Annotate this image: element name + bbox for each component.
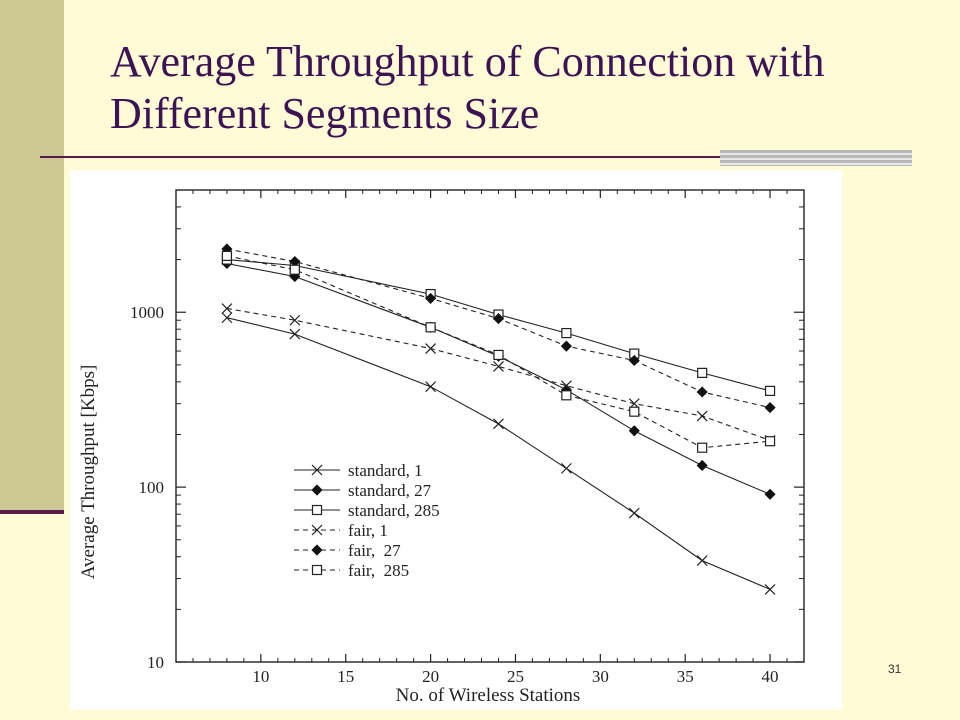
legend-label-standard-285: standard, 285 — [348, 501, 440, 520]
data-point-standard-27 — [764, 488, 776, 500]
legend-marker-standard-27 — [311, 484, 323, 496]
data-point-fair-1 — [221, 303, 233, 314]
data-point-fair-285 — [425, 322, 436, 333]
data-point-standard-285 — [764, 385, 776, 396]
y-tick-label: 1000 — [130, 303, 164, 322]
slide-title: Average Throughput of Connection with Di… — [110, 37, 825, 138]
x-tick-label: 20 — [422, 667, 439, 686]
legend-label-fair-1: fair, 1 — [348, 521, 388, 540]
data-point-standard-285 — [697, 367, 708, 378]
title-divider-accent — [720, 150, 912, 166]
slide-number: 31 — [888, 662, 902, 676]
data-point-fair-27 — [628, 354, 640, 367]
x-axis-label: No. of Wireless Stations — [396, 685, 581, 706]
legend-label-standard-27: standard, 27 — [348, 481, 432, 500]
x-tick-label: 40 — [762, 667, 779, 686]
y-tick-label: 10 — [147, 653, 164, 672]
y-tick-label: 100 — [139, 478, 165, 497]
data-point-fair-1 — [289, 314, 301, 326]
data-point-fair-285 — [289, 264, 300, 275]
legend-marker-standard-1 — [311, 464, 323, 476]
legend-marker-fair-285 — [311, 564, 323, 576]
legend-label-fair-27: fair, 27 — [348, 541, 401, 560]
data-point-standard-27 — [628, 425, 640, 437]
data-point-standard-1 — [628, 507, 640, 519]
series-line-fair-285 — [226, 255, 771, 449]
legend-marker-standard-285 — [311, 504, 323, 516]
x-tick-label: 25 — [507, 667, 524, 686]
data-point-fair-285 — [493, 349, 504, 361]
data-point-standard-1 — [221, 312, 233, 324]
data-point-standard-1 — [764, 584, 776, 595]
data-point-fair-27 — [560, 340, 572, 352]
x-tick-label: 35 — [677, 667, 694, 686]
chart-panel: 10 15 20 25 30 35 40 10 100 1000 standard, 1 stand… — [70, 170, 842, 710]
data-point-fair-285 — [629, 406, 640, 417]
data-point-fair-1 — [493, 360, 504, 372]
data-point-fair-285 — [561, 390, 572, 401]
data-point-fair-285 — [221, 250, 233, 261]
data-point-fair-27 — [425, 292, 437, 304]
x-tick-label: 15 — [337, 667, 354, 686]
data-point-fair-1 — [560, 380, 572, 392]
data-point-fair-285 — [697, 442, 708, 453]
legend-label-fair-285: fair, 285 — [348, 561, 409, 580]
series-line-fair-1 — [226, 307, 771, 441]
data-point-standard-27 — [696, 459, 708, 472]
data-point-fair-27 — [492, 313, 505, 325]
data-point-standard-1 — [425, 381, 437, 393]
legend-label-standard-1: standard, 1 — [348, 461, 423, 480]
y-axis-label: Average Throughput [Kbps] — [78, 365, 99, 580]
data-point-fair-27 — [696, 386, 708, 398]
series-line-standard-27 — [226, 262, 771, 495]
x-tick-label: 30 — [592, 667, 609, 686]
data-point-standard-1 — [289, 328, 301, 340]
title-divider — [40, 156, 912, 158]
series-line-fair-27 — [226, 248, 771, 409]
legend-marker-fair-27 — [311, 544, 323, 556]
data-point-standard-285 — [561, 327, 572, 339]
legend-marker-fair-1 — [311, 524, 323, 536]
slide-left-bar — [0, 0, 64, 512]
data-point-standard-1 — [560, 462, 572, 474]
plot-frame — [175, 189, 805, 663]
x-tick-label: 10 — [252, 667, 269, 686]
data-point-fair-1 — [696, 410, 708, 422]
data-point-standard-1 — [696, 555, 708, 567]
data-point-fair-1 — [425, 343, 437, 354]
series-line-standard-1 — [226, 317, 771, 590]
data-point-fair-27 — [764, 402, 776, 414]
data-point-standard-1 — [493, 418, 504, 430]
slide-left-bar-edge — [0, 510, 64, 514]
series-line-standard-285 — [226, 259, 771, 392]
data-point-fair-285 — [764, 436, 776, 447]
